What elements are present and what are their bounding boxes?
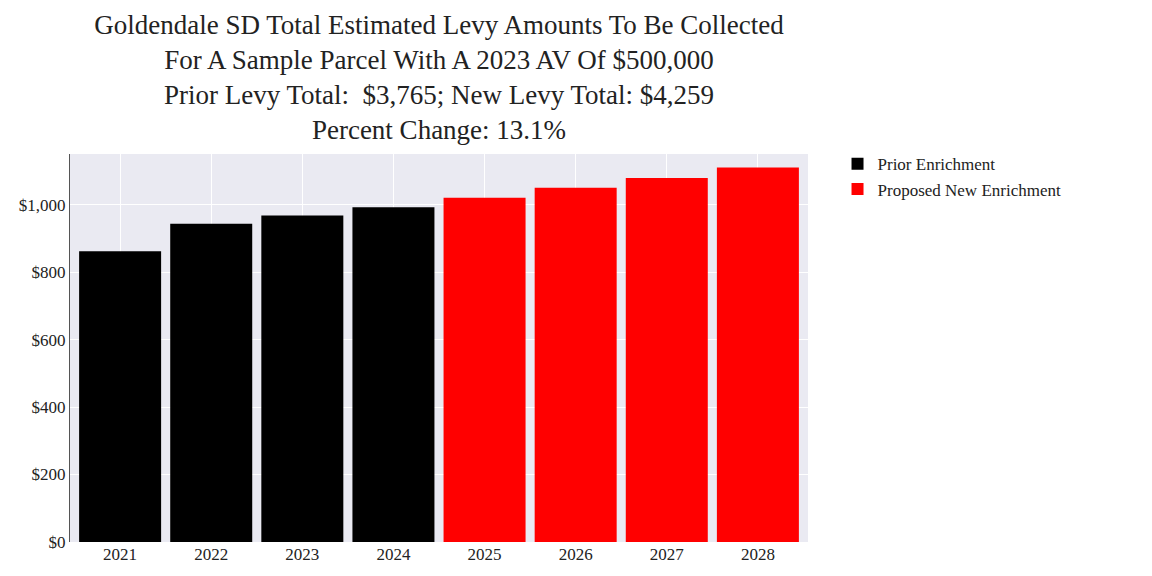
svg-text:2026: 2026: [559, 545, 593, 564]
svg-text:$200: $200: [32, 465, 66, 484]
svg-text:2024: 2024: [376, 545, 411, 564]
svg-text:$1,000: $1,000: [19, 196, 66, 215]
svg-text:2028: 2028: [741, 545, 775, 564]
svg-text:2022: 2022: [194, 545, 228, 564]
svg-text:2025: 2025: [468, 545, 502, 564]
svg-text:$600: $600: [32, 331, 66, 350]
svg-text:$800: $800: [32, 263, 66, 282]
svg-text:Proposed New Enrichment: Proposed New Enrichment: [878, 181, 1061, 200]
svg-text:2023: 2023: [285, 545, 319, 564]
svg-text:Goldendale SD Total Estimated: Goldendale SD Total Estimated Levy Amoun…: [94, 10, 784, 145]
svg-text:2021: 2021: [103, 545, 137, 564]
svg-text:$0: $0: [49, 533, 66, 552]
svg-text:$400: $400: [32, 398, 66, 417]
svg-text:Prior Enrichment: Prior Enrichment: [878, 155, 996, 174]
svg-text:2027: 2027: [650, 545, 685, 564]
